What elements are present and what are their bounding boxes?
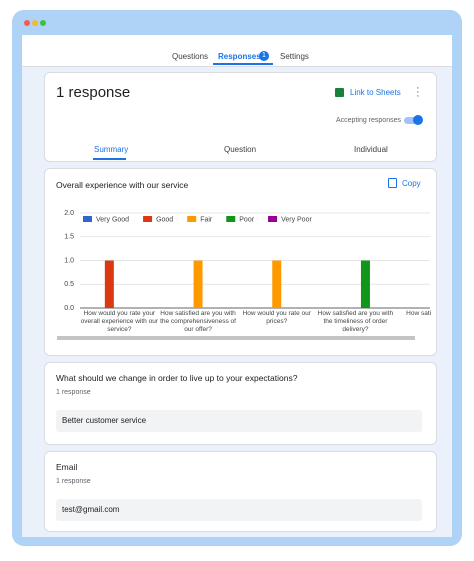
legend-swatch: [143, 216, 153, 222]
x-tick-label: How satisfi the cust: [406, 310, 435, 317]
x-tick-label: How satisfied are you with the comprehen…: [160, 310, 236, 333]
legend-label: Very Poor: [281, 216, 312, 223]
sheets-icon: [335, 88, 344, 97]
legend-label: Very Good: [96, 216, 129, 223]
copy-icon: [388, 178, 397, 188]
badge: 1: [259, 51, 269, 61]
chart: How would you rate your overall experien…: [57, 210, 435, 340]
copy-button[interactable]: Copy: [402, 179, 421, 188]
tab[interactable]: Settings: [280, 52, 309, 61]
dot-red: [24, 20, 30, 26]
category-text: How satisfied are you with the timelines…: [317, 310, 394, 333]
x-tick-label: How would you rate our prices?: [242, 310, 311, 325]
view-tab[interactable]: Individual: [354, 145, 388, 154]
question-title: What should we change in order to live u…: [56, 373, 298, 383]
x-tick-label: How satisfied are you with the timelines…: [317, 310, 394, 333]
legend-label: Fair: [200, 216, 213, 223]
bar: [272, 260, 282, 308]
legend-swatch: [83, 216, 92, 222]
y-tick-label: 0.0: [64, 305, 74, 312]
y-tick-label: 0.5: [64, 281, 74, 288]
category-text: How satisfi the cust: [406, 310, 435, 317]
category-text: How would you rate your overall experien…: [80, 310, 158, 333]
tab[interactable]: Questions: [172, 52, 209, 61]
legend-swatch: [187, 216, 197, 222]
tab-bar: [22, 35, 452, 67]
answer: Better customer service: [56, 410, 422, 432]
accepting-label: Accepting responses: [336, 117, 401, 124]
view-tab[interactable]: Summary: [94, 145, 129, 154]
link-sheets[interactable]: Link to Sheets: [350, 88, 401, 97]
bar: [104, 260, 114, 308]
legend-label: Good: [156, 216, 173, 223]
x-tick-label: How would you rate your overall experien…: [80, 310, 158, 333]
category-text: How satisfied are you with the comprehen…: [160, 310, 236, 333]
scrollbar: [57, 336, 415, 340]
question-title: Email: [56, 462, 78, 472]
y-tick-label: 2.0: [64, 210, 74, 217]
y-tick-label: 1.5: [64, 234, 74, 241]
legend-swatch: [226, 216, 236, 222]
tab[interactable]: Responses: [218, 52, 261, 61]
dot-green: [40, 20, 46, 26]
response-count: 1 response: [56, 478, 91, 485]
tab-underline: [213, 63, 273, 65]
bar: [360, 260, 370, 308]
bar: [193, 260, 203, 308]
dot-yellow: [32, 20, 38, 26]
more-menu[interactable]: · · ·: [416, 82, 420, 102]
response-count: 1 response: [56, 389, 91, 396]
view-underline: [93, 158, 126, 160]
legend-label: Poor: [239, 216, 254, 223]
view-tab[interactable]: Question: [224, 145, 257, 154]
summary-card: [44, 72, 437, 162]
response-title: 1 response: [56, 84, 131, 101]
legend-swatch: [268, 216, 278, 222]
toggle-knob: [413, 115, 423, 125]
chart-title: Overall experience with our service: [56, 180, 189, 190]
category-text: How would you rate our prices?: [242, 310, 311, 325]
y-tick-label: 1.0: [64, 257, 74, 264]
answer: test@gmail.com: [56, 499, 422, 521]
